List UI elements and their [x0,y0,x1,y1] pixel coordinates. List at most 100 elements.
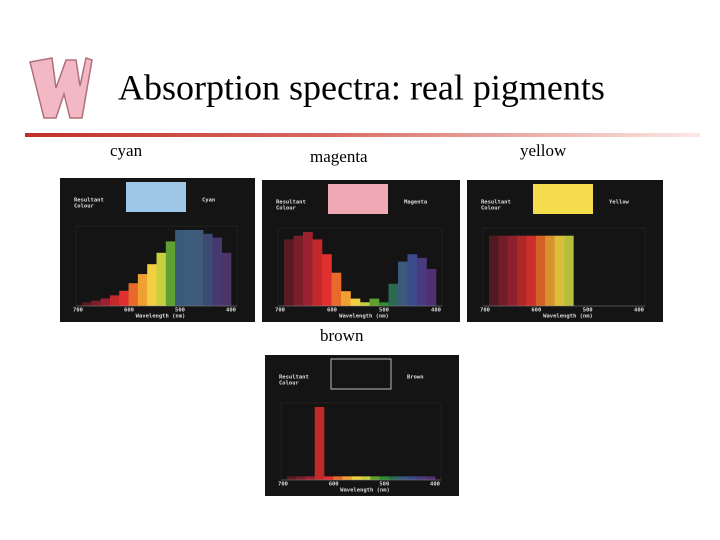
spectrum-bar [109,295,120,306]
spectrum-bar [342,476,353,480]
swatch-label: Colour [74,204,95,210]
spectrum-bar [293,235,304,306]
axis-label: Wavelength (nm) [136,314,186,320]
spectrum-bar [322,254,332,306]
spectrum-bar [369,298,380,306]
spectrum-bar [416,476,427,480]
swatch-label: Resultant [74,198,104,204]
panel-caption: brown [320,326,364,345]
spectrum-bar [333,476,343,480]
spectrum-bar [388,283,399,306]
spectrum-bar [341,291,351,306]
spectrum-bar [91,300,101,306]
axis-tick-label: 600 [124,308,134,314]
spectrum-bar [489,235,499,306]
spectrum-bar [426,269,437,306]
spectrum-bar [517,235,527,306]
spectrum-bar [388,476,399,480]
swatch-label: Colour [481,206,502,212]
colour-swatch [533,184,593,214]
spectrum-bar [82,302,92,306]
spectrum-bar [351,476,362,480]
spectrum-bar [147,264,157,306]
spectrum-bar [212,237,222,306]
spectrum-bar [379,476,390,480]
spectrum-bar [398,476,408,480]
spectrum-bar [296,476,306,480]
axis-tick-label: 500 [583,308,593,314]
slide-title: Absorption spectra: real pigments [118,67,605,107]
spectrum-bar [175,230,185,306]
spectrum-bar [545,235,555,306]
axis-tick-label: 500 [379,482,389,488]
axis-label: Wavelength (nm) [543,314,593,320]
spectrum-bar [287,476,297,480]
spectrum-bar [407,254,418,306]
axis-tick-label: 700 [73,308,83,314]
spectrum-bar [156,252,167,306]
logo [29,57,93,119]
spectrum-bar [379,302,389,306]
spectrum-bar [360,302,370,306]
spectrum-bar [100,298,111,306]
axis-tick-label: 400 [634,308,644,314]
axis-tick-label: 600 [327,308,337,314]
axis-tick-label: 700 [480,308,490,314]
spectrum-bar [535,235,546,306]
colour-swatch [126,182,186,212]
spectrum-bar [303,232,313,306]
title-rule [25,133,700,137]
spectrum-bar [417,257,427,306]
axis-tick-label: 600 [531,308,541,314]
panel-caption: magenta [310,147,368,166]
colour-name: Magenta [404,200,427,206]
spectrum-bar [221,252,232,306]
axis-tick-label: 500 [379,308,389,314]
axis-label: Wavelength (nm) [339,314,389,320]
axis-label: Wavelength (nm) [340,488,390,494]
colour-name: Cyan [202,198,215,204]
colour-swatch [328,184,388,214]
axis-tick-label: 400 [430,482,440,488]
swatch-label: Resultant [481,200,511,206]
axis-tick-label: 600 [329,482,339,488]
spectrum-bar [361,476,371,480]
swatch-label: Resultant [276,200,306,206]
colour-swatch [330,358,392,390]
spectrum-bar [507,235,518,306]
swatch-label: Resultant [279,375,309,381]
spectrum-bar [526,235,537,306]
swatch-label: Colour [276,206,297,212]
spectrum-bar [312,239,323,306]
spectrum-bar [314,407,325,480]
axis-tick-label: 400 [226,308,236,314]
colour-name: Brown [407,375,424,381]
spectrum-bar [398,261,408,306]
spectrum-bar [350,298,361,306]
spectrum-bar [370,476,380,480]
spectrum-bar [564,235,574,306]
spectrum-bar [324,476,334,480]
axis-tick-label: 400 [431,308,441,314]
spectrum-bar [425,476,436,480]
spectrum-bar [331,272,342,306]
swatch-label: Colour [279,381,300,387]
spectrum-bar [184,230,195,306]
spectrum-bar [554,235,565,306]
axis-tick-label: 500 [175,308,185,314]
spectrum-bar [407,476,417,480]
panel-caption: yellow [520,141,567,160]
spectrum-bar [203,233,213,306]
colour-name: Yellow [609,200,630,206]
axis-tick-label: 700 [275,308,285,314]
spectrum-bar [119,290,129,306]
spectrum-bar [305,476,316,480]
spectrum-bar [498,235,509,306]
image-background [265,355,459,496]
